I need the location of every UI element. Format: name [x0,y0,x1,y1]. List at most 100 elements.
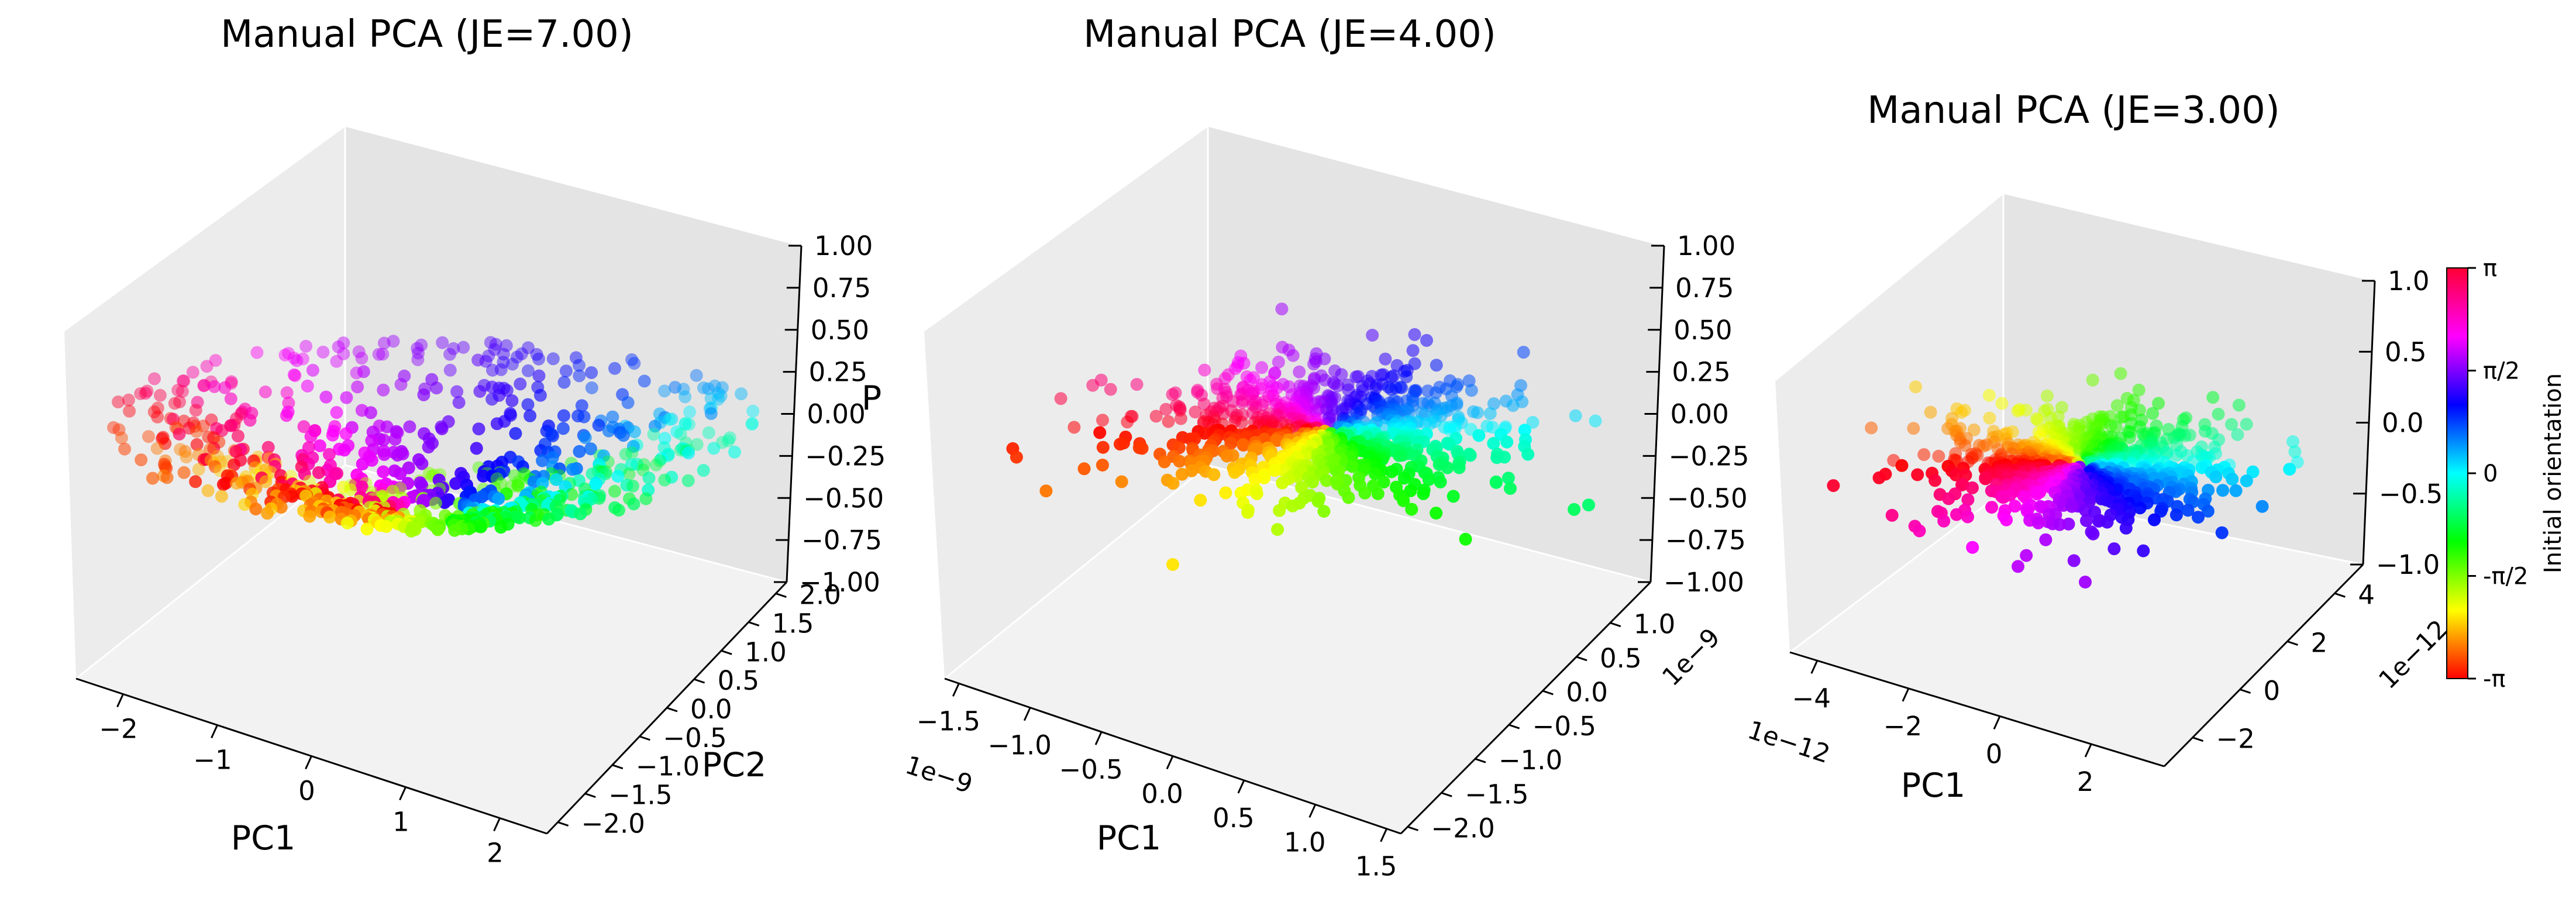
x-tick-label: 1 [392,807,409,838]
scatter-point [1406,344,1420,357]
scatter-point [1430,507,1443,520]
y-tick-mark [748,621,760,627]
scatter-point [2114,411,2128,424]
scatter-point [639,492,653,505]
scatter-point [139,387,152,400]
scatter-point [679,418,692,431]
scatter-point [622,467,636,481]
points-3 [1827,367,2304,589]
scatter-point [1349,370,1363,384]
scatter-point [522,341,535,355]
scatter-point [1932,449,1945,463]
scatter-point [1184,432,1197,446]
scatter-point [1342,491,1355,504]
scatter-point [1250,487,1263,500]
z-tick-label: 0.5 [2385,336,2427,367]
scatter-point [2031,414,2045,427]
scatter-point [2240,418,2253,431]
scatter-point [612,504,625,517]
z-tick-label: −0.50 [803,483,884,514]
scatter-point [1275,302,1289,316]
scatter-point [532,352,545,366]
chart-panel-2: Manual PCA (JE=4.00) −1.5−1.0−0.50.00.51… [902,13,1750,882]
scatter-point [625,353,639,366]
x-tick-mark [952,683,960,697]
chart-title-1: Manual PCA (JE=7.00) [221,13,633,56]
scatter-point [2080,514,2093,527]
scatter-point [477,469,490,483]
scatter-point [637,458,650,471]
scatter-point [1909,380,1923,394]
scatter-point [1135,442,1149,455]
scatter-point [589,478,602,491]
scatter-point [394,378,408,391]
scatter-point [344,483,357,497]
scatter-point [1235,396,1249,409]
colorbar-tick-label: 0 [2483,460,2498,487]
scatter-point [1911,468,1924,481]
x-tick-mark [116,693,124,708]
x-tick-label: −2 [99,714,137,745]
y-tick-mark [666,707,678,713]
x-tick-label: 2 [487,838,504,869]
scatter-point [690,369,703,382]
scatter-point [2246,465,2260,479]
scatter-point [1424,417,1437,431]
scatter-point [1942,492,1955,505]
scatter-point [177,466,191,479]
scatter-point [1077,462,1091,476]
x-tick-label: 0.0 [1141,779,1183,810]
scatter-point [2086,527,2100,541]
scatter-point [1501,472,1515,485]
scatter-point [473,385,487,398]
scatter-point [1194,494,1207,507]
scatter-point [322,448,336,461]
scatter-point [261,440,275,454]
scatter-point [1268,464,1282,477]
scatter-point [702,382,715,395]
scatter-point [280,409,293,422]
y-tick-label: 2 [2310,627,2327,658]
scatter-point [658,384,671,398]
scatter-point [350,366,363,380]
scatter-point [215,490,228,503]
scatter-point [1506,399,1520,412]
y-tick-mark [612,764,624,770]
scatter-point [176,374,190,388]
scatter-point [1207,468,1221,481]
z-tick-label: 0.25 [1672,357,1730,388]
scatter-point [2110,399,2124,412]
scatter-point [211,450,225,463]
scatter-point [1885,508,1899,522]
scatter-point [355,352,369,365]
scatter-point [1234,486,1248,500]
scatter-point [1189,405,1202,419]
scatter-point [1220,449,1234,463]
scatter-point [1420,333,1433,347]
scatter-point [1955,479,1968,491]
scatter-point [1434,475,1447,488]
scatter-point [521,398,535,411]
scatter-point [1950,508,1963,521]
scatter-point [578,431,592,445]
scatter-point [1096,414,1109,427]
scatter-point [735,387,748,401]
x-axis-line-3 [1789,651,2165,768]
scatter-point [697,381,710,394]
scatter-point [122,393,135,407]
y-tick-label: −2.0 [581,808,645,839]
x-tick-mark [1094,731,1103,745]
y-tick-label: 2.0 [799,580,841,611]
scatter-point [674,427,687,440]
scatter-point [135,453,148,467]
scatter-point [377,433,390,447]
y-tick-mark [775,593,787,598]
y-tick-label: 1.0 [1634,609,1676,640]
x-offset-text-3: 1e−12 [1744,715,1834,769]
scatter-point [1010,450,1023,464]
x-axis-label-1: PC1 [231,819,295,858]
scatter-point [625,458,638,472]
scatter-point [1286,349,1300,362]
scatter-point [626,479,639,493]
scatter-point [1486,421,1499,434]
